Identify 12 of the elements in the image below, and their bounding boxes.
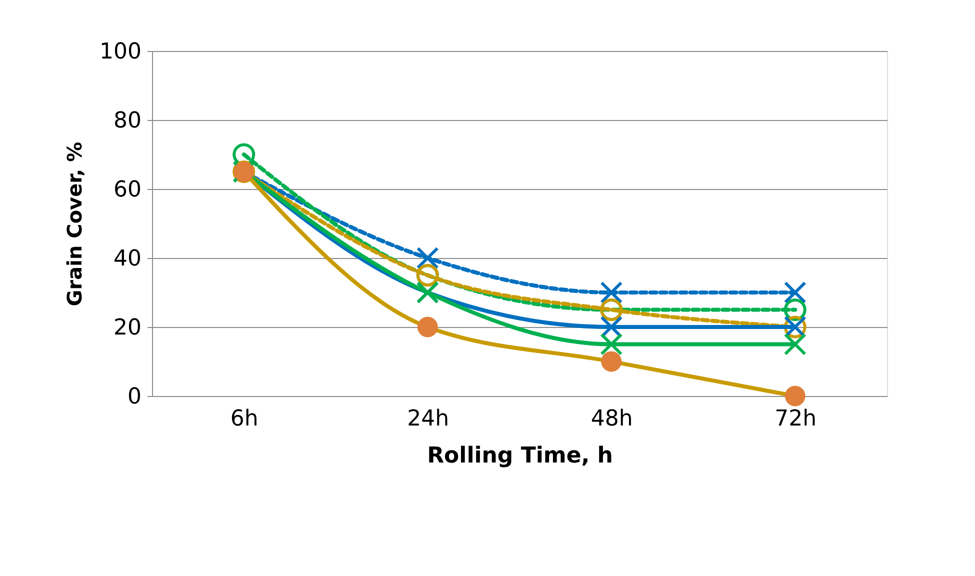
x-tick-label: 48h [590, 406, 633, 432]
y-tick-label: 0 [128, 384, 142, 410]
y-tick-label: 40 [114, 246, 142, 272]
x-tick-label: 24h [407, 406, 450, 432]
y-tick-label: 100 [100, 40, 142, 64]
y-tick-label: 80 [114, 108, 142, 134]
y-tick-label: 60 [114, 178, 142, 202]
x-tick-label: 6h [230, 406, 258, 432]
x-tick-label: 72h [774, 406, 817, 432]
y-axis-title: Grain Cover, % [62, 142, 87, 306]
y-tick-label: 20 [114, 316, 142, 340]
x-axis-title: Rolling Time, h [427, 444, 613, 468]
